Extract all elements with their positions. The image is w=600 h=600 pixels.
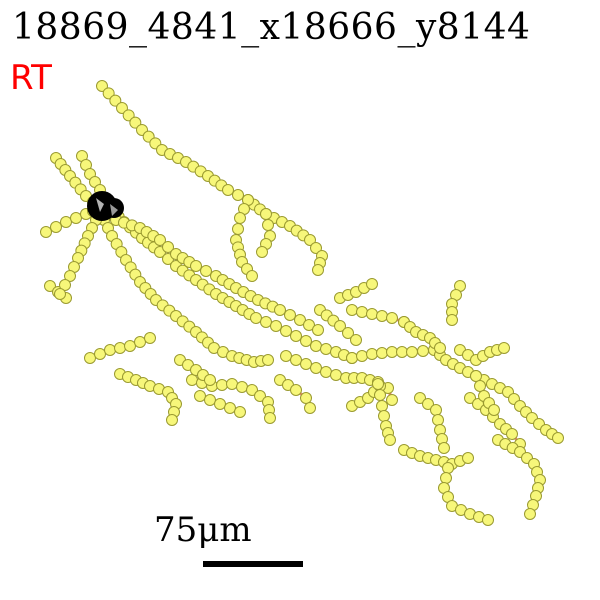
scale-bar	[203, 561, 303, 567]
scale-bar-label: 75μm	[154, 510, 252, 550]
neurite-branches	[44, 84, 560, 522]
neurite-nodes	[40, 80, 564, 526]
region-label: RT	[10, 58, 52, 98]
soma	[87, 191, 124, 221]
specimen-title: 18869_4841_x18666_y8144	[12, 7, 531, 48]
